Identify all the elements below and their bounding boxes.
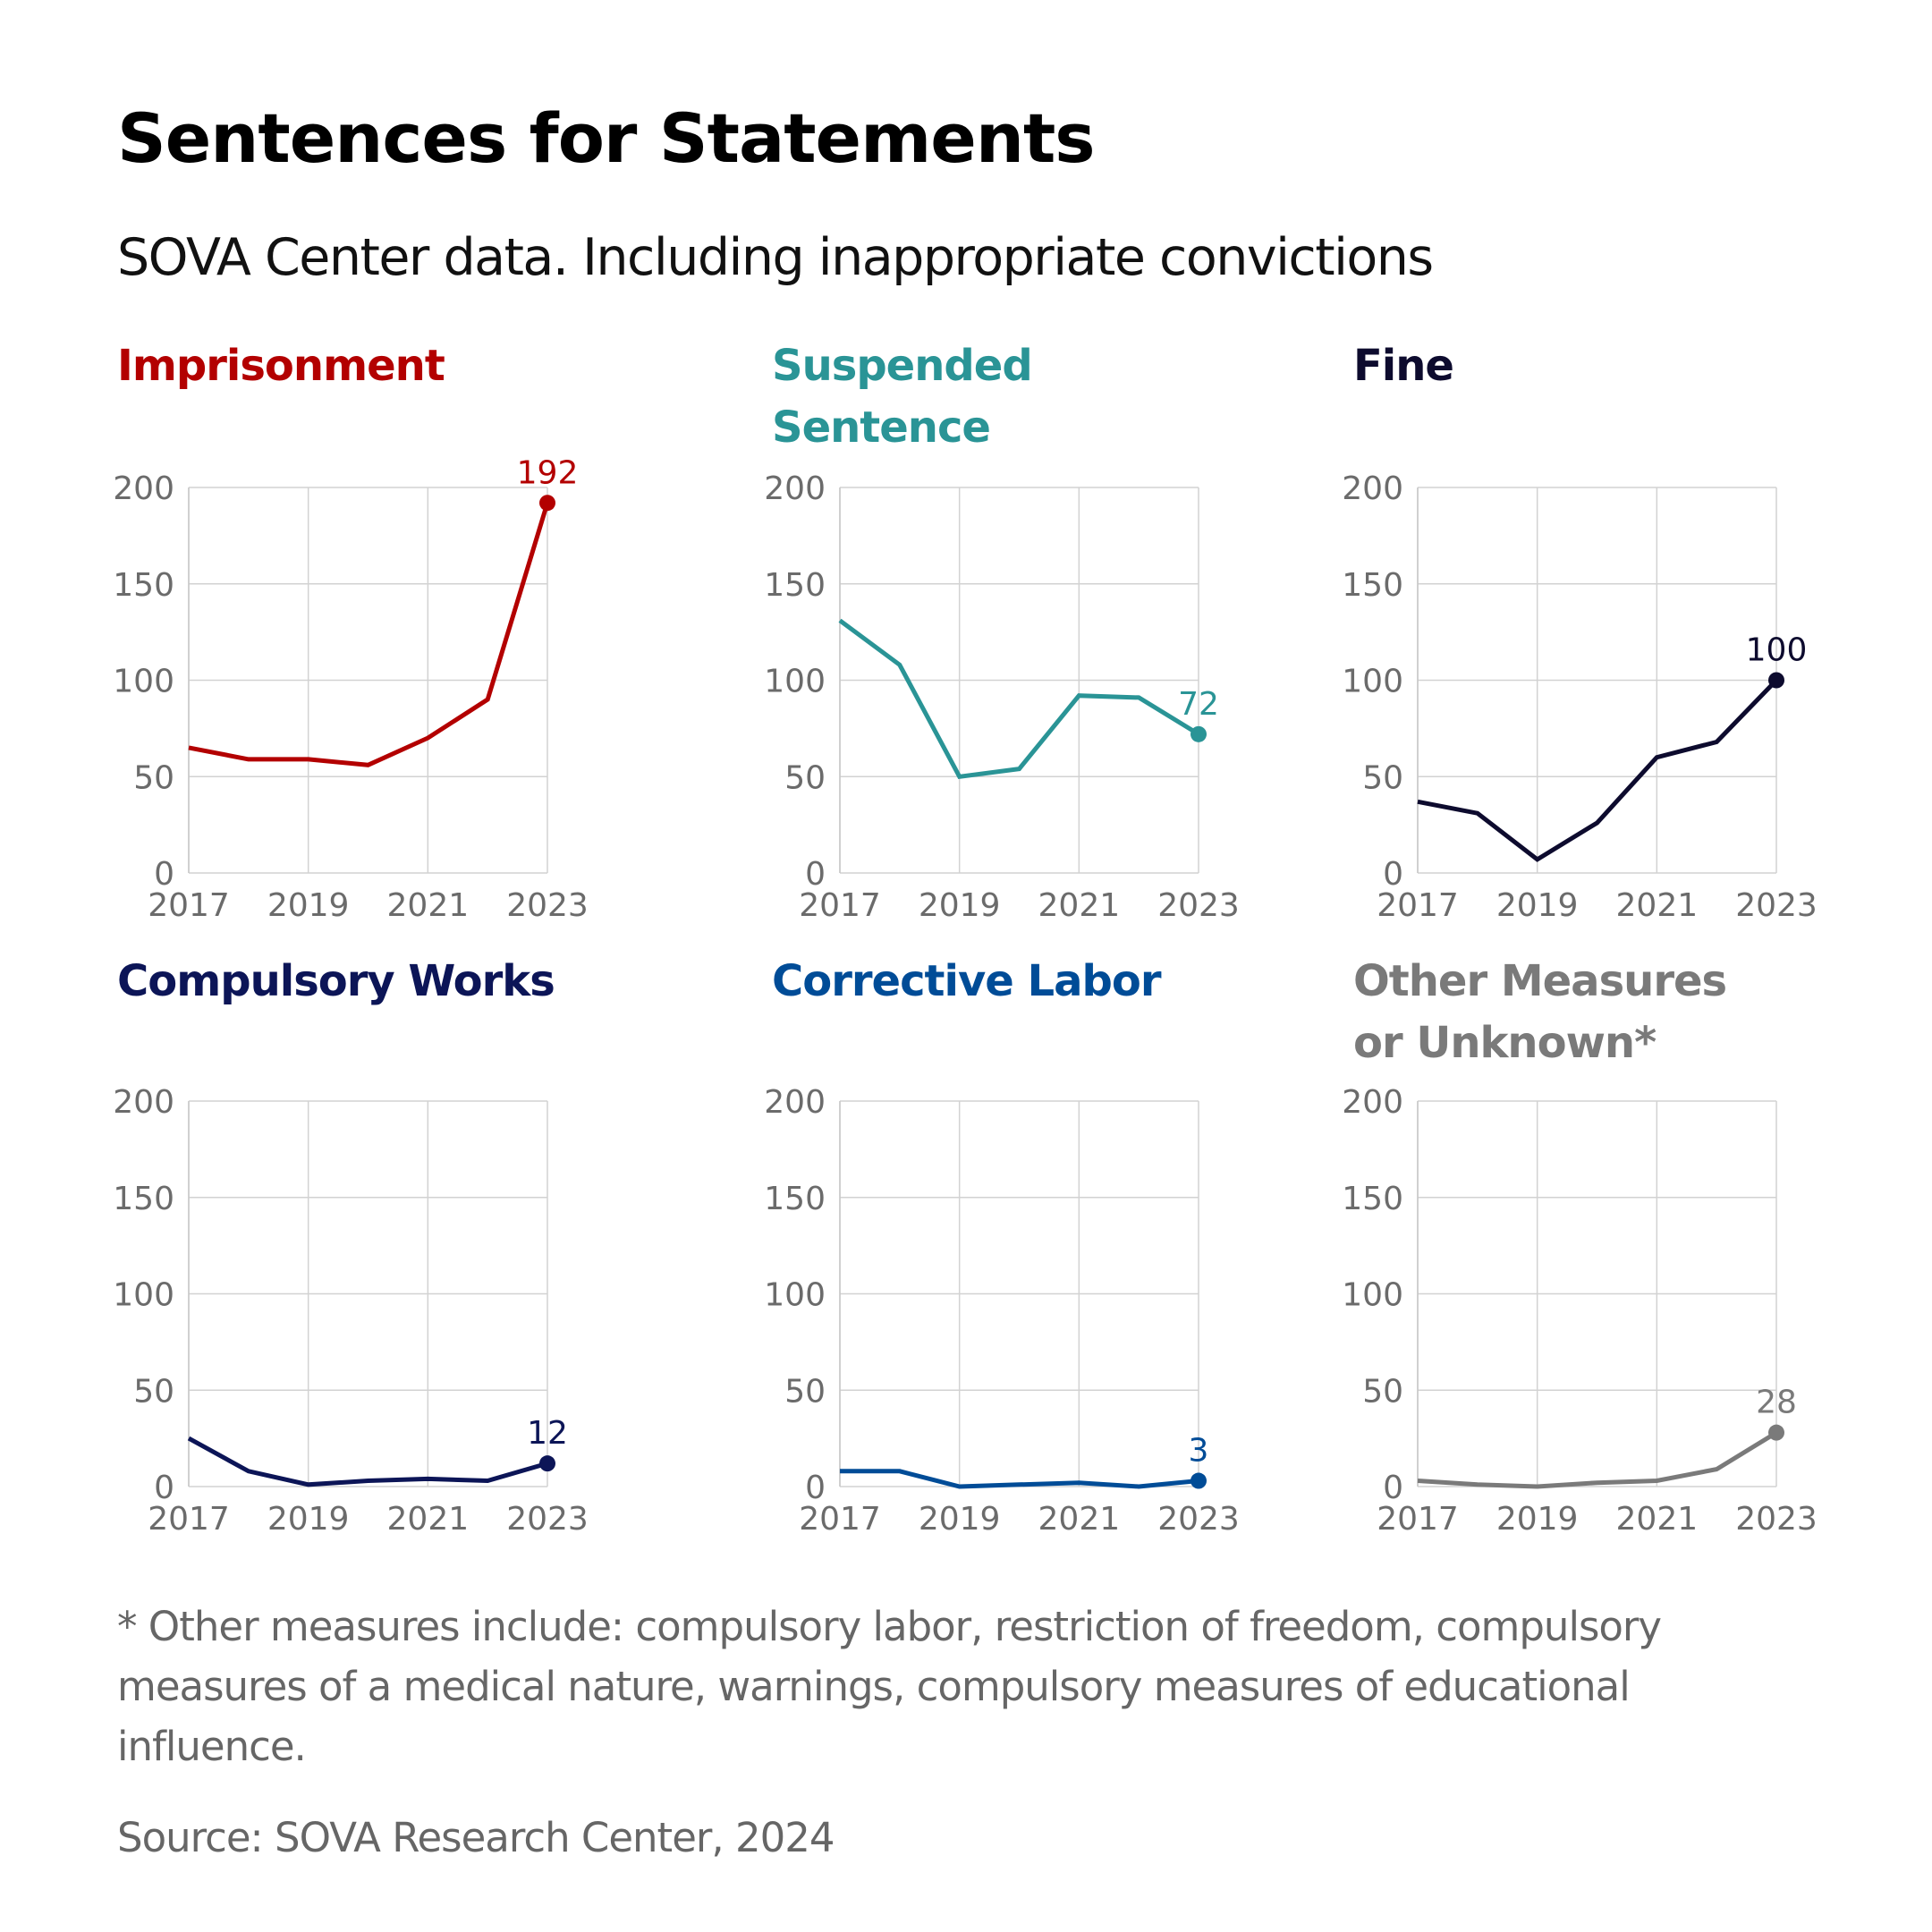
y-tick-label: 150: [1342, 567, 1403, 604]
panel-fine: 0 50 100 150 200 2017 2019 2021 2023 100: [1342, 470, 1818, 924]
end-value-label: 100: [1746, 632, 1808, 669]
y-tick-label: 100: [1342, 664, 1403, 700]
y-tick-label: 200: [1342, 1084, 1403, 1121]
x-tick-label: 2021: [1038, 1501, 1121, 1538]
series-line: [187, 1436, 548, 1487]
y-tick-label: 200: [113, 1084, 174, 1121]
y-tick-label: 150: [764, 1181, 826, 1217]
y-tick-label: 50: [1362, 1373, 1403, 1410]
y-tick-label: 150: [1342, 1181, 1403, 1217]
y-tick-label: 200: [764, 470, 826, 507]
x-tick-label: 2017: [1377, 887, 1459, 924]
y-tick-label: 200: [113, 470, 174, 507]
x-tick-label: 2019: [919, 887, 1001, 924]
x-tick-label: 2019: [267, 1501, 350, 1538]
series-line: [1417, 1430, 1778, 1489]
y-tick-label: 0: [805, 856, 826, 893]
y-tick-label: 100: [113, 664, 174, 700]
y-tick-label: 150: [113, 567, 174, 604]
chart-title: Sentences for Statements: [117, 98, 1096, 178]
footnote: * Other measures include: compulsory lab…: [117, 1603, 1662, 1770]
x-tick-label: 2021: [1038, 887, 1121, 924]
y-tick-label: 150: [764, 567, 826, 604]
y-tick-label: 150: [113, 1181, 174, 1217]
panel-title-fine: Fine: [1353, 341, 1454, 391]
x-tick-label: 2019: [1496, 887, 1579, 924]
end-point-marker: [1191, 725, 1207, 742]
x-tick-label: 2017: [799, 887, 881, 924]
panel-other-measures: 0 50 100 150 200 2017 2019 2021 2023 28: [1342, 1084, 1818, 1538]
end-point-marker: [1191, 1472, 1207, 1489]
panel-suspended-sentence: 0 50 100 150 200 2017 2019 2021 2023 72: [764, 470, 1240, 924]
end-value-label: 12: [527, 1415, 568, 1452]
x-tick-label: 2017: [799, 1501, 881, 1538]
panel-title-corrective-labor: Corrective Labor: [772, 956, 1162, 1006]
end-value-label: 28: [1756, 1385, 1797, 1421]
source-note: Source: SOVA Research Center, 2024: [117, 1814, 835, 1861]
series-line: [188, 502, 550, 767]
series-line: [840, 1469, 1199, 1489]
panel-title-imprisonment: Imprisonment: [117, 341, 445, 391]
x-tick-label: 2019: [267, 887, 350, 924]
y-tick-label: 50: [784, 1373, 826, 1410]
x-tick-label: 2017: [148, 887, 230, 924]
y-tick-label: 100: [764, 664, 826, 700]
y-tick-label: 100: [764, 1277, 826, 1314]
panel-compulsory-works: 0 50 100 150 200 2017 2019 2021 2023 12: [113, 1084, 589, 1538]
end-point-marker: [539, 1455, 555, 1472]
x-tick-label: 2023: [1735, 887, 1818, 924]
end-point-marker: [1768, 1424, 1784, 1441]
x-tick-label: 2017: [1377, 1501, 1459, 1538]
end-point-marker: [1768, 672, 1784, 689]
y-tick-label: 50: [133, 759, 174, 796]
panel-corrective-labor: 0 50 100 150 200 2017 2019 2021 2023 3: [764, 1084, 1240, 1538]
panel-title-other-measures: Other Measures or Unknown*: [1353, 956, 1727, 1068]
series-line: [1417, 678, 1778, 862]
x-tick-label: 2023: [506, 1501, 589, 1538]
y-tick-label: 50: [784, 759, 826, 796]
x-tick-label: 2023: [1735, 1501, 1818, 1538]
x-tick-label: 2021: [1616, 887, 1699, 924]
y-tick-label: 200: [1342, 470, 1403, 507]
panel-title-suspended-sentence: Suspended Sentence: [772, 341, 1033, 453]
x-tick-label: 2017: [148, 1501, 230, 1538]
panel-title-compulsory-works: Compulsory Works: [117, 956, 555, 1006]
x-tick-label: 2019: [919, 1501, 1001, 1538]
x-tick-label: 2021: [387, 887, 470, 924]
chart-subtitle: SOVA Center data. Including inappropriat…: [117, 228, 1434, 287]
y-tick-label: 0: [1383, 856, 1403, 893]
end-value-label: 3: [1189, 1433, 1209, 1470]
y-tick-label: 100: [1342, 1277, 1403, 1314]
x-tick-label: 2023: [506, 887, 589, 924]
y-tick-label: 0: [805, 1470, 826, 1506]
x-tick-label: 2023: [1157, 887, 1240, 924]
end-value-label: 72: [1178, 686, 1219, 723]
series-line: [838, 618, 1200, 780]
y-tick-label: 0: [154, 856, 174, 893]
y-tick-label: 0: [1383, 1470, 1403, 1506]
y-tick-label: 0: [154, 1470, 174, 1506]
x-tick-label: 2021: [1616, 1501, 1699, 1538]
y-tick-label: 50: [133, 1373, 174, 1410]
x-tick-label: 2019: [1496, 1501, 1579, 1538]
end-point-marker: [539, 495, 555, 512]
y-tick-label: 50: [1362, 759, 1403, 796]
y-tick-label: 200: [764, 1084, 826, 1121]
x-tick-label: 2023: [1157, 1501, 1240, 1538]
end-value-label: 192: [517, 454, 579, 491]
x-tick-label: 2021: [387, 1501, 470, 1538]
panel-imprisonment: 0 50 100 150 200 2017 2019 2021 2023 192: [113, 454, 589, 924]
y-tick-label: 100: [113, 1277, 174, 1314]
